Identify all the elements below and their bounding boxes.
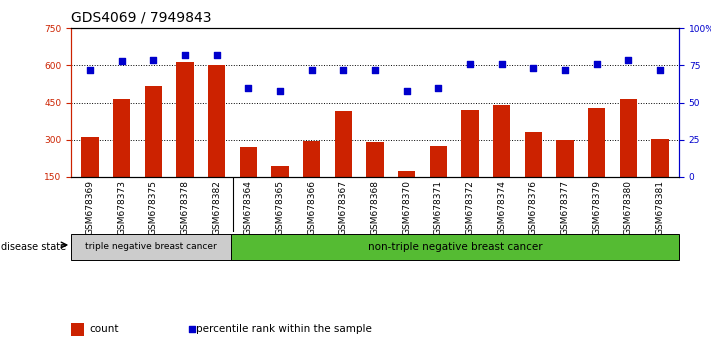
Bar bbox=[620, 99, 637, 214]
Bar bbox=[588, 108, 605, 214]
Bar bbox=[429, 146, 447, 214]
Bar bbox=[556, 140, 574, 214]
Point bbox=[464, 61, 476, 67]
Bar bbox=[651, 139, 669, 214]
Point bbox=[211, 52, 223, 58]
Point bbox=[251, 246, 262, 252]
Text: GSM678373: GSM678373 bbox=[117, 180, 127, 235]
Point bbox=[274, 88, 286, 93]
Point bbox=[148, 57, 159, 62]
Bar bbox=[366, 142, 384, 214]
Bar bbox=[81, 137, 99, 214]
Text: GSM678374: GSM678374 bbox=[497, 180, 506, 235]
Text: GSM678378: GSM678378 bbox=[181, 180, 190, 235]
Bar bbox=[71, 234, 231, 260]
Point bbox=[306, 67, 317, 73]
Point bbox=[433, 85, 444, 91]
Bar bbox=[303, 141, 321, 214]
Text: non-triple negative breast cancer: non-triple negative breast cancer bbox=[368, 242, 542, 252]
Text: GSM678370: GSM678370 bbox=[402, 180, 411, 235]
Text: GSM678380: GSM678380 bbox=[624, 180, 633, 235]
Text: GSM678379: GSM678379 bbox=[592, 180, 602, 235]
Text: GDS4069 / 7949843: GDS4069 / 7949843 bbox=[71, 11, 212, 25]
Bar bbox=[231, 234, 679, 260]
Text: disease state: disease state bbox=[1, 242, 66, 252]
Bar bbox=[176, 62, 194, 214]
Bar bbox=[461, 110, 479, 214]
Bar bbox=[272, 166, 289, 214]
Point bbox=[242, 85, 254, 91]
Text: percentile rank within the sample: percentile rank within the sample bbox=[196, 324, 371, 334]
Bar bbox=[398, 171, 415, 214]
Text: GSM678371: GSM678371 bbox=[434, 180, 443, 235]
Bar bbox=[335, 112, 352, 214]
Bar bbox=[113, 99, 130, 214]
Text: GSM678368: GSM678368 bbox=[370, 180, 380, 235]
Text: GSM678382: GSM678382 bbox=[213, 180, 221, 235]
Text: GSM678376: GSM678376 bbox=[529, 180, 538, 235]
Text: GSM678375: GSM678375 bbox=[149, 180, 158, 235]
Text: GSM678366: GSM678366 bbox=[307, 180, 316, 235]
Bar bbox=[240, 147, 257, 214]
Point bbox=[85, 67, 96, 73]
Text: triple negative breast cancer: triple negative breast cancer bbox=[85, 242, 217, 251]
Point bbox=[560, 67, 571, 73]
Text: GSM678377: GSM678377 bbox=[560, 180, 570, 235]
Text: GSM678381: GSM678381 bbox=[656, 180, 665, 235]
Point bbox=[179, 52, 191, 58]
Text: GSM678369: GSM678369 bbox=[85, 180, 95, 235]
Point bbox=[496, 61, 508, 67]
Text: GSM678367: GSM678367 bbox=[339, 180, 348, 235]
Point bbox=[591, 61, 602, 67]
Bar bbox=[525, 132, 542, 214]
Text: GSM678365: GSM678365 bbox=[276, 180, 284, 235]
Point bbox=[116, 58, 127, 64]
Point bbox=[654, 67, 665, 73]
Point bbox=[370, 67, 381, 73]
Bar bbox=[493, 105, 510, 214]
Point bbox=[623, 57, 634, 62]
Point bbox=[338, 67, 349, 73]
Text: count: count bbox=[89, 324, 118, 334]
Text: GSM678364: GSM678364 bbox=[244, 180, 253, 235]
Point bbox=[528, 65, 539, 71]
Bar bbox=[145, 86, 162, 214]
Point bbox=[401, 88, 412, 93]
Text: GSM678372: GSM678372 bbox=[466, 180, 474, 235]
Bar bbox=[208, 65, 225, 214]
